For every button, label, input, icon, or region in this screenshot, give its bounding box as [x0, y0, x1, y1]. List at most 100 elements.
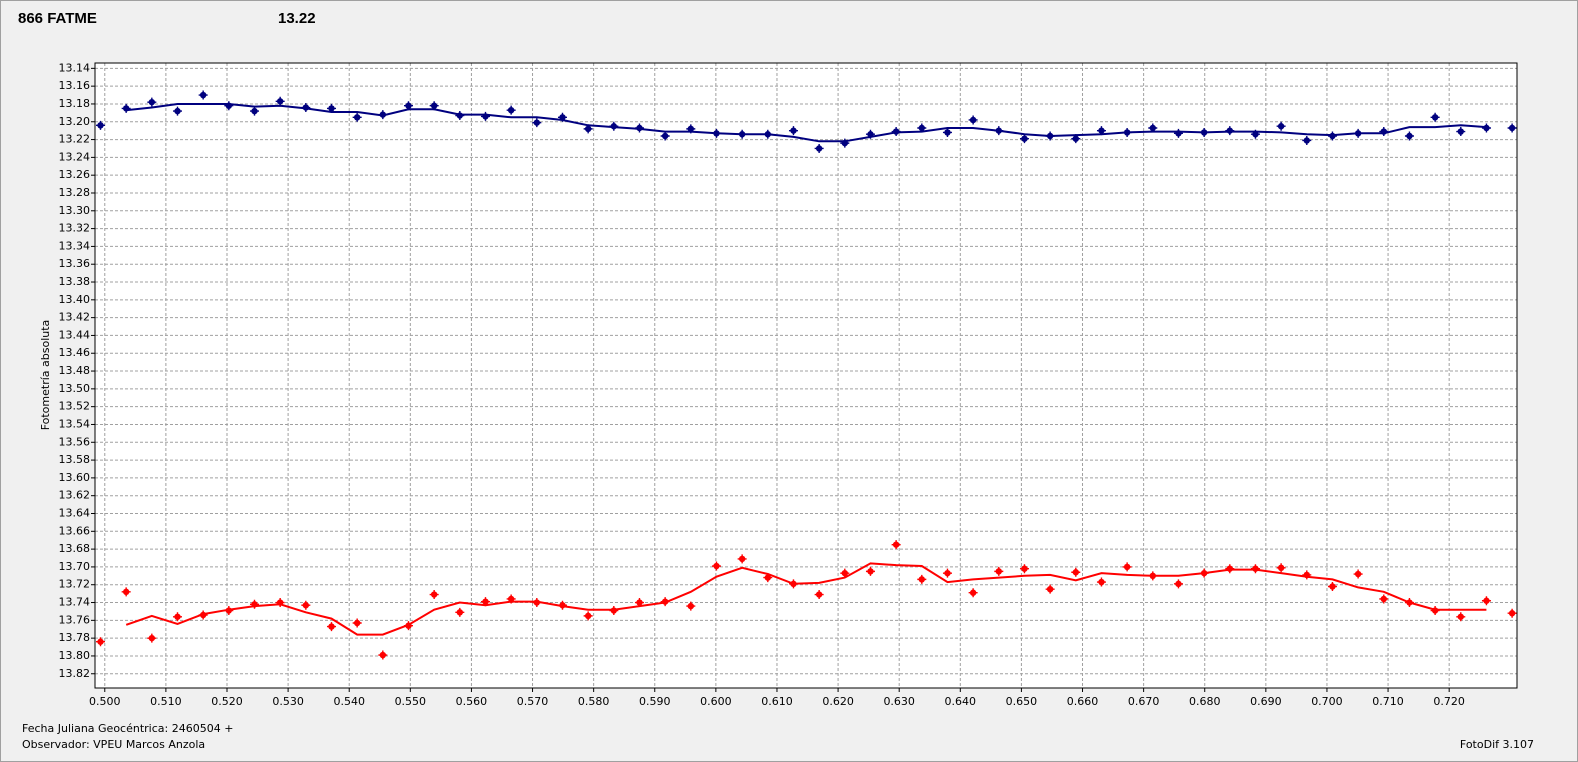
point-cross: [1456, 127, 1466, 137]
point: [814, 590, 824, 600]
y-tick-label: 13.46: [59, 346, 91, 359]
y-tick-label: 13.16: [59, 79, 91, 92]
y-tick-label: 13.64: [59, 506, 91, 519]
point: [378, 650, 388, 660]
point: [1276, 563, 1286, 573]
point-cross: [326, 622, 336, 632]
point: [1019, 564, 1029, 574]
point: [455, 607, 465, 617]
point: [583, 124, 593, 134]
point-cross: [968, 115, 978, 125]
y-tick-label: 13.68: [59, 542, 91, 555]
point: [532, 118, 542, 128]
y-tick-label: 13.62: [59, 489, 91, 502]
y-tick-label: 13.78: [59, 631, 91, 644]
point-cross: [968, 588, 978, 598]
point: [814, 143, 824, 153]
point-cross: [865, 566, 875, 576]
y-tick-label: 13.42: [59, 311, 91, 324]
point: [660, 131, 670, 141]
trend-line: [125, 562, 1487, 636]
point: [172, 106, 182, 116]
point: [301, 600, 311, 610]
point: [352, 618, 362, 628]
point-cross: [1430, 112, 1440, 122]
trend-line: [126, 103, 1487, 143]
x-tick-label: 0.600: [700, 695, 732, 708]
point-cross: [121, 103, 131, 113]
point: [1148, 123, 1158, 133]
point: [1276, 121, 1286, 131]
point: [1302, 135, 1312, 145]
point-cross: [275, 96, 285, 106]
footer-note: Fecha Juliana Geocéntrica: 2460504 +: [22, 722, 233, 735]
point-cross: [198, 90, 208, 100]
y-tick-label: 13.56: [59, 435, 91, 448]
point: [1456, 127, 1466, 137]
y-tick-label: 13.44: [59, 328, 91, 341]
point: [1327, 582, 1337, 592]
point-cross: [1481, 596, 1491, 606]
chart-subtitle: 13.22: [278, 10, 316, 27]
x-tick-label: 0.540: [333, 695, 365, 708]
point: [788, 126, 798, 136]
point: [95, 120, 105, 130]
point-cross: [840, 568, 850, 578]
point: [172, 612, 182, 622]
point: [942, 568, 952, 578]
y-tick-label: 13.28: [59, 186, 91, 199]
y-tick-label: 13.76: [59, 613, 91, 626]
point-cross: [1327, 582, 1337, 592]
point-cross: [737, 554, 747, 564]
point-cross: [301, 600, 311, 610]
marks: [95, 90, 1517, 660]
point-cross: [147, 633, 157, 643]
point-cross: [583, 611, 593, 621]
y-tick-label: 13.18: [59, 97, 91, 110]
point-cross: [1404, 131, 1414, 141]
point: [737, 554, 747, 564]
point-cross: [1045, 584, 1055, 594]
footer-note: Observador: VPEU Marcos Anzola: [22, 738, 205, 751]
point: [942, 127, 952, 137]
point-cross: [891, 540, 901, 550]
point-cross: [429, 590, 439, 600]
point-cross: [95, 637, 105, 647]
point-cross: [814, 590, 824, 600]
y-tick-label: 13.80: [59, 649, 91, 662]
point-cross: [840, 138, 850, 148]
point: [1379, 594, 1389, 604]
point: [147, 633, 157, 643]
x-tick-label: 0.520: [211, 695, 243, 708]
y-tick-label: 13.70: [59, 560, 91, 573]
y-tick-label: 13.22: [59, 133, 91, 146]
y-tick-label: 13.52: [59, 400, 91, 413]
x-tick-label: 0.570: [517, 695, 549, 708]
point-cross: [172, 612, 182, 622]
point-cross: [814, 143, 824, 153]
x-tick-label: 0.550: [395, 695, 427, 708]
point-cross: [942, 568, 952, 578]
y-axis-label: Fotometría absoluta: [39, 320, 52, 431]
x-tick-label: 0.530: [272, 695, 304, 708]
point-cross: [95, 120, 105, 130]
point: [865, 566, 875, 576]
point-cross: [480, 111, 490, 121]
point-cross: [224, 101, 234, 111]
point: [968, 588, 978, 598]
point: [994, 566, 1004, 576]
plot-border: [94, 62, 1518, 689]
point: [352, 112, 362, 122]
y-tick-label: 13.26: [59, 168, 91, 181]
x-tick-label: 0.500: [89, 695, 121, 708]
point: [1404, 131, 1414, 141]
point: [1045, 584, 1055, 594]
point: [1507, 608, 1517, 618]
point-cross: [942, 127, 952, 137]
point-cross: [1122, 562, 1132, 572]
point: [121, 587, 131, 597]
point-cross: [147, 97, 157, 107]
point: [1122, 562, 1132, 572]
point-cross: [1276, 121, 1286, 131]
point-cross: [352, 112, 362, 122]
